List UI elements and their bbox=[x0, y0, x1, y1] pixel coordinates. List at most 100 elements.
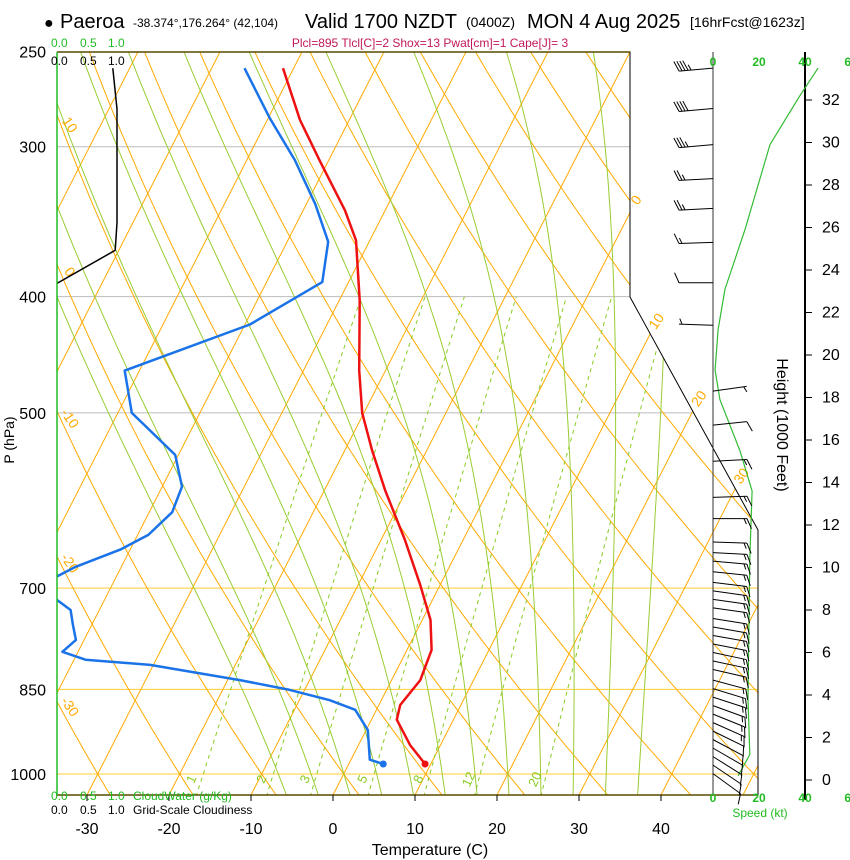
dry-adiabat bbox=[845, 31, 850, 805]
temperature-tick-label: 0 bbox=[329, 821, 338, 838]
dry-adiabat bbox=[57, 52, 200, 795]
mixing-ratio-line bbox=[263, 296, 426, 795]
isotherm bbox=[57, 52, 140, 795]
height-tick-label: 16 bbox=[822, 432, 840, 449]
moist-adiabat bbox=[80, 52, 385, 795]
height-tick-label: 24 bbox=[822, 262, 840, 279]
height-tick-label: 14 bbox=[822, 475, 840, 492]
dry-adiabat bbox=[407, 52, 758, 795]
wind-barb bbox=[712, 722, 745, 748]
temperature-tick-label: 20 bbox=[488, 821, 506, 838]
isotherm bbox=[494, 52, 758, 795]
isotherm bbox=[57, 52, 386, 795]
temperature-tick-label: -10 bbox=[239, 821, 262, 838]
wind-barb bbox=[712, 713, 746, 738]
cloudiness-tick-bottom-05: 0.5 bbox=[80, 803, 97, 817]
wind-barb bbox=[673, 60, 714, 72]
pressure-tick-label: 700 bbox=[19, 581, 46, 598]
dry-adiabat bbox=[57, 52, 450, 795]
moist-adiabat bbox=[592, 52, 617, 795]
cloudwater-tick-top-1: 1.0 bbox=[108, 36, 125, 50]
cloudiness-tick-top-05: 0.5 bbox=[80, 54, 97, 68]
pressure-tick-label: 500 bbox=[19, 406, 46, 423]
wind-barb bbox=[674, 272, 713, 284]
stability-indices: Plcl=895 Tlcl[C]=2 Shox=13 Pwat[cm]=1 Ca… bbox=[292, 36, 569, 50]
wind-barb bbox=[712, 660, 750, 679]
speed-tick-label: 60 bbox=[844, 791, 850, 805]
height-tick-label: 26 bbox=[822, 220, 840, 237]
speed-axis-title: Speed (kt) bbox=[732, 806, 787, 820]
dry-adiabat bbox=[353, 52, 758, 795]
speed-tick-label: 20 bbox=[752, 55, 766, 69]
surface-dewpoint-marker bbox=[379, 760, 387, 768]
wind-barb bbox=[712, 421, 753, 432]
wind-barb bbox=[712, 669, 749, 689]
wind-barb bbox=[712, 688, 748, 710]
cloudwater-tick-bottom-1: 1.0 bbox=[108, 789, 125, 803]
cloudiness-tick-top-1: 1.0 bbox=[108, 54, 125, 68]
wind-barb bbox=[712, 730, 745, 758]
wind-barb bbox=[712, 652, 750, 671]
cloudwater-label: CloudWater (g/Kg) bbox=[133, 789, 232, 803]
height-tick-label: 22 bbox=[822, 305, 840, 322]
wind-barb bbox=[712, 598, 751, 615]
mixing-ratio-line bbox=[365, 296, 517, 795]
pressure-tick-label: 850 bbox=[19, 682, 46, 699]
wind-barb bbox=[712, 679, 749, 700]
valid-date: MON 4 Aug 2025 bbox=[527, 11, 680, 33]
wind-barb bbox=[712, 385, 748, 393]
axes: 250 300 400 500 700 850 1000 -30 -20 -10 0 10 20 30 40 bbox=[10, 45, 670, 838]
isotherm bbox=[740, 52, 758, 795]
mixing-ratio-line bbox=[307, 296, 465, 795]
dry-adiabat-label: -30 bbox=[58, 694, 83, 720]
cloudiness-line bbox=[57, 68, 118, 285]
mixing-ratio-label: 5 bbox=[354, 773, 371, 786]
station-coords: -38.374°,176.264° (42,104) bbox=[133, 16, 278, 30]
isotherm-label: 20 bbox=[688, 387, 710, 409]
wind-barb bbox=[713, 518, 752, 529]
cloudiness-label: Grid-Scale Cloudiness bbox=[133, 803, 252, 817]
speed-tick-label: 0 bbox=[710, 791, 717, 805]
mixing-ratio-label: 20 bbox=[525, 769, 545, 788]
height-tick-label: 18 bbox=[822, 390, 840, 407]
cloudiness-tick-top-0: 0.0 bbox=[51, 54, 68, 68]
surface-temperature-marker bbox=[421, 760, 429, 768]
wind-barb bbox=[712, 560, 751, 575]
dry-adiabat bbox=[462, 52, 758, 795]
speed-tick-label: 0 bbox=[710, 55, 717, 69]
mixing-ratio-line bbox=[471, 296, 613, 795]
height-tick-label: 4 bbox=[822, 687, 831, 704]
frame bbox=[56, 51, 759, 796]
dry-adiabat-label: -10 bbox=[58, 405, 83, 431]
wind-barb bbox=[712, 458, 753, 470]
temperature-tick-label: -20 bbox=[157, 821, 180, 838]
cloudwater-tick-bottom-05: 0.5 bbox=[80, 789, 97, 803]
wind-speed-line bbox=[714, 67, 819, 777]
valid-time: Valid 1700 NZDT bbox=[305, 11, 457, 33]
height-tick-label: 2 bbox=[822, 730, 831, 747]
height-tick-label: 30 bbox=[822, 135, 840, 152]
dry-adiabat bbox=[298, 52, 758, 795]
height-tick-label: 12 bbox=[822, 517, 840, 534]
isotherm bbox=[576, 52, 758, 795]
pressure-tick-label: 400 bbox=[19, 290, 46, 307]
isotherm bbox=[84, 52, 468, 795]
isotherm bbox=[57, 52, 222, 795]
isotherm-label: 10 bbox=[645, 310, 667, 332]
moist-adiabat bbox=[325, 52, 510, 795]
wind-barb bbox=[712, 571, 751, 586]
isotherm bbox=[658, 52, 758, 795]
temperature-tick-label: -30 bbox=[75, 821, 98, 838]
background-grid bbox=[57, 31, 850, 805]
dry-adiabat bbox=[135, 52, 617, 795]
wind-barb bbox=[673, 233, 714, 245]
dry-adiabat bbox=[57, 52, 283, 795]
pressure-tick-label: 300 bbox=[19, 140, 46, 157]
wind-barb bbox=[712, 643, 750, 662]
moist-adiabat bbox=[57, 52, 354, 795]
mixing-ratio-label: 3 bbox=[297, 773, 314, 786]
isotherm-label: 30 bbox=[730, 465, 752, 487]
mixing-ratio-line bbox=[193, 296, 362, 795]
